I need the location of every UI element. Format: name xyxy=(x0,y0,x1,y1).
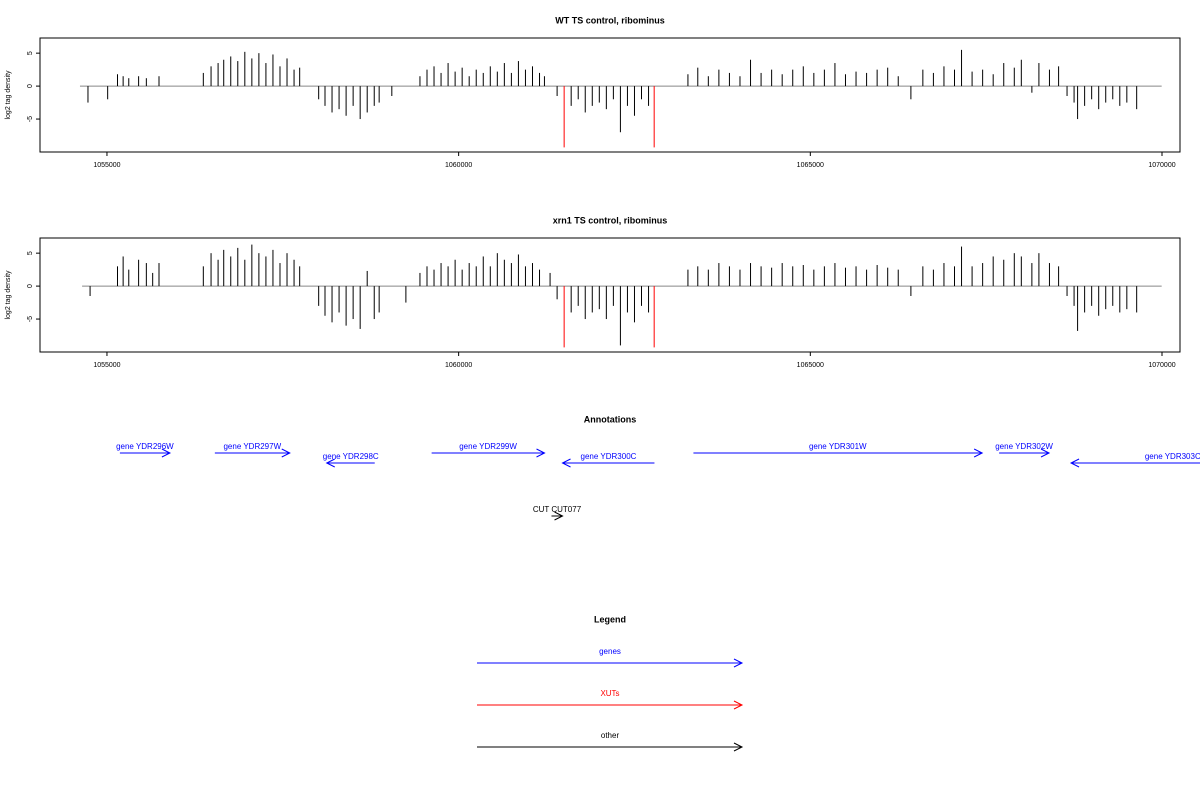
feature-arrow xyxy=(119,448,172,458)
feature-label: gene YDR298C xyxy=(323,452,379,461)
x-tick-label: 1070000 xyxy=(1148,362,1175,369)
arrow-head xyxy=(973,448,984,458)
legend-arrow xyxy=(477,742,744,752)
arrow-head xyxy=(561,458,571,468)
feature-arrow xyxy=(551,511,564,521)
feature-arrow xyxy=(999,448,1051,458)
y-tick-label: 0 xyxy=(27,284,34,288)
annotations-title: Annotations xyxy=(584,414,637,424)
y-tick-label: -5 xyxy=(27,316,34,322)
arrow-head xyxy=(281,448,291,458)
chart-title: WT TS control, ribominus xyxy=(555,15,665,25)
arrow-head xyxy=(161,448,172,458)
feature-label: gene YDR296W xyxy=(116,442,174,451)
feature-label: gene YDR300C xyxy=(581,452,637,461)
feature-arrow xyxy=(693,448,984,458)
arrow-head xyxy=(733,742,744,752)
x-tick-label: 1060000 xyxy=(445,162,472,169)
legend-arrow xyxy=(477,700,744,710)
feature-label: CUT CUT077 xyxy=(533,505,582,514)
feature-label: gene YDR299W xyxy=(459,442,517,451)
arrow-head xyxy=(1069,458,1080,468)
feature-arrow xyxy=(431,448,546,458)
legend-title: Legend xyxy=(594,614,626,624)
feature-label: gene YDR301W xyxy=(809,442,867,451)
y-tick-label: -5 xyxy=(27,116,34,122)
y-axis-label: log2 tag density xyxy=(5,270,12,320)
x-tick-label: 1070000 xyxy=(1148,162,1175,169)
plot-frame xyxy=(39,237,1181,353)
arrow-head xyxy=(1040,448,1051,458)
x-tick-label: 1060000 xyxy=(445,362,472,369)
legend-label: other xyxy=(601,731,620,740)
feature-arrow xyxy=(1069,458,1200,468)
plot-frame xyxy=(39,37,1181,153)
x-tick-label: 1065000 xyxy=(797,362,824,369)
feature-label: gene YDR303C xyxy=(1145,452,1200,461)
arrow-head xyxy=(536,448,546,458)
chart-title: xrn1 TS control, ribominus xyxy=(553,215,668,225)
feature-arrow xyxy=(561,458,655,468)
arrow-head xyxy=(554,511,564,521)
feature-label: gene YDR297W xyxy=(223,442,281,451)
feature-arrow xyxy=(214,448,291,458)
arrow-head xyxy=(325,458,335,468)
arrow-head xyxy=(733,700,744,710)
x-tick-label: 1065000 xyxy=(797,162,824,169)
x-tick-label: 1055000 xyxy=(93,162,120,169)
x-tick-label: 1055000 xyxy=(93,362,120,369)
legend-label: XUTs xyxy=(600,689,619,698)
legend-label: genes xyxy=(599,647,621,656)
y-axis-label: log2 tag density xyxy=(5,70,12,120)
feature-label: gene YDR302W xyxy=(995,442,1053,451)
y-tick-label: 0 xyxy=(27,84,34,88)
y-tick-label: 5 xyxy=(27,251,34,255)
y-tick-label: 5 xyxy=(27,51,34,55)
arrow-head xyxy=(733,658,744,668)
feature-arrow xyxy=(325,458,375,468)
legend-arrow xyxy=(477,658,744,668)
